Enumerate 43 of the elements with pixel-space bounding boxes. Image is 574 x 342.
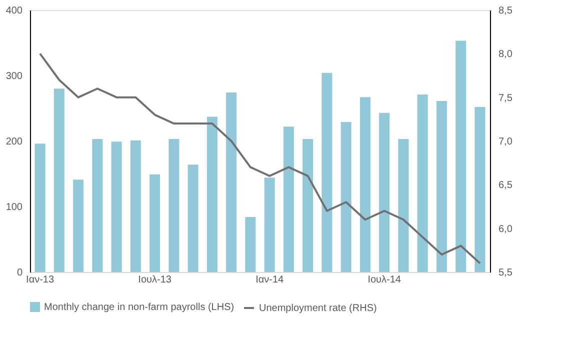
bar <box>150 174 160 272</box>
bar <box>322 72 332 272</box>
y-tick-label: 0 <box>16 268 23 278</box>
bar <box>398 139 409 272</box>
bar <box>379 112 390 272</box>
bar <box>456 40 466 272</box>
x-tick-label: Ιαν-13 <box>26 274 54 286</box>
bar <box>340 122 352 272</box>
y2-tick-label: 6,5 <box>498 180 513 192</box>
y-tick-label: 300 <box>6 71 23 82</box>
y2-tick-label: 6,0 <box>498 224 513 235</box>
bar <box>92 139 103 272</box>
legend-label: Unemployment rate (RHS) <box>259 303 377 314</box>
bar <box>130 140 141 272</box>
bar <box>206 116 218 272</box>
bar <box>474 106 486 272</box>
y-tick-label: 200 <box>6 136 23 148</box>
bar <box>264 178 275 272</box>
bar <box>360 97 370 272</box>
x-tick-label: Ιαν-14 <box>256 274 284 286</box>
y-tick-label: 100 <box>6 202 23 213</box>
x-tick-label: Ιουλ-13 <box>138 274 172 286</box>
bar <box>245 216 256 272</box>
bar <box>188 164 198 272</box>
y2-tick-label: 5,5 <box>498 268 513 278</box>
y2-tick-label: 8,0 <box>498 49 513 60</box>
bar <box>73 180 84 272</box>
bar <box>302 139 314 272</box>
bar <box>417 94 428 272</box>
bar <box>34 144 46 272</box>
y-tick-label: 400 <box>6 6 23 16</box>
bar <box>168 139 180 272</box>
bar <box>283 126 294 272</box>
y2-tick-label: 7,0 <box>498 136 513 148</box>
y2-tick-label: 7,5 <box>498 92 513 104</box>
bar <box>111 142 122 272</box>
x-tick-label: Ιουλ-14 <box>368 274 402 286</box>
line-series <box>39 52 481 264</box>
legend-label: Monthly change in non-farm payrolls (LHS) <box>44 302 234 313</box>
bar <box>226 92 237 272</box>
bar <box>436 101 447 272</box>
y2-tick-label: 8,5 <box>498 6 513 16</box>
bar <box>54 88 64 272</box>
